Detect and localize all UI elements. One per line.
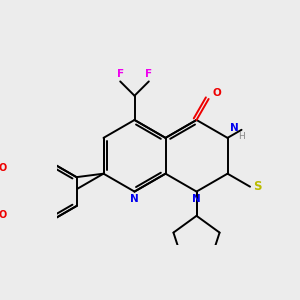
- Text: O: O: [212, 88, 221, 98]
- Text: N: N: [230, 123, 239, 133]
- Text: S: S: [254, 180, 262, 193]
- Text: O: O: [0, 210, 7, 220]
- Text: F: F: [145, 69, 152, 79]
- Text: N: N: [192, 194, 201, 204]
- Text: H: H: [238, 132, 245, 141]
- Text: N: N: [130, 194, 139, 204]
- Text: O: O: [0, 163, 7, 173]
- Text: F: F: [117, 69, 124, 79]
